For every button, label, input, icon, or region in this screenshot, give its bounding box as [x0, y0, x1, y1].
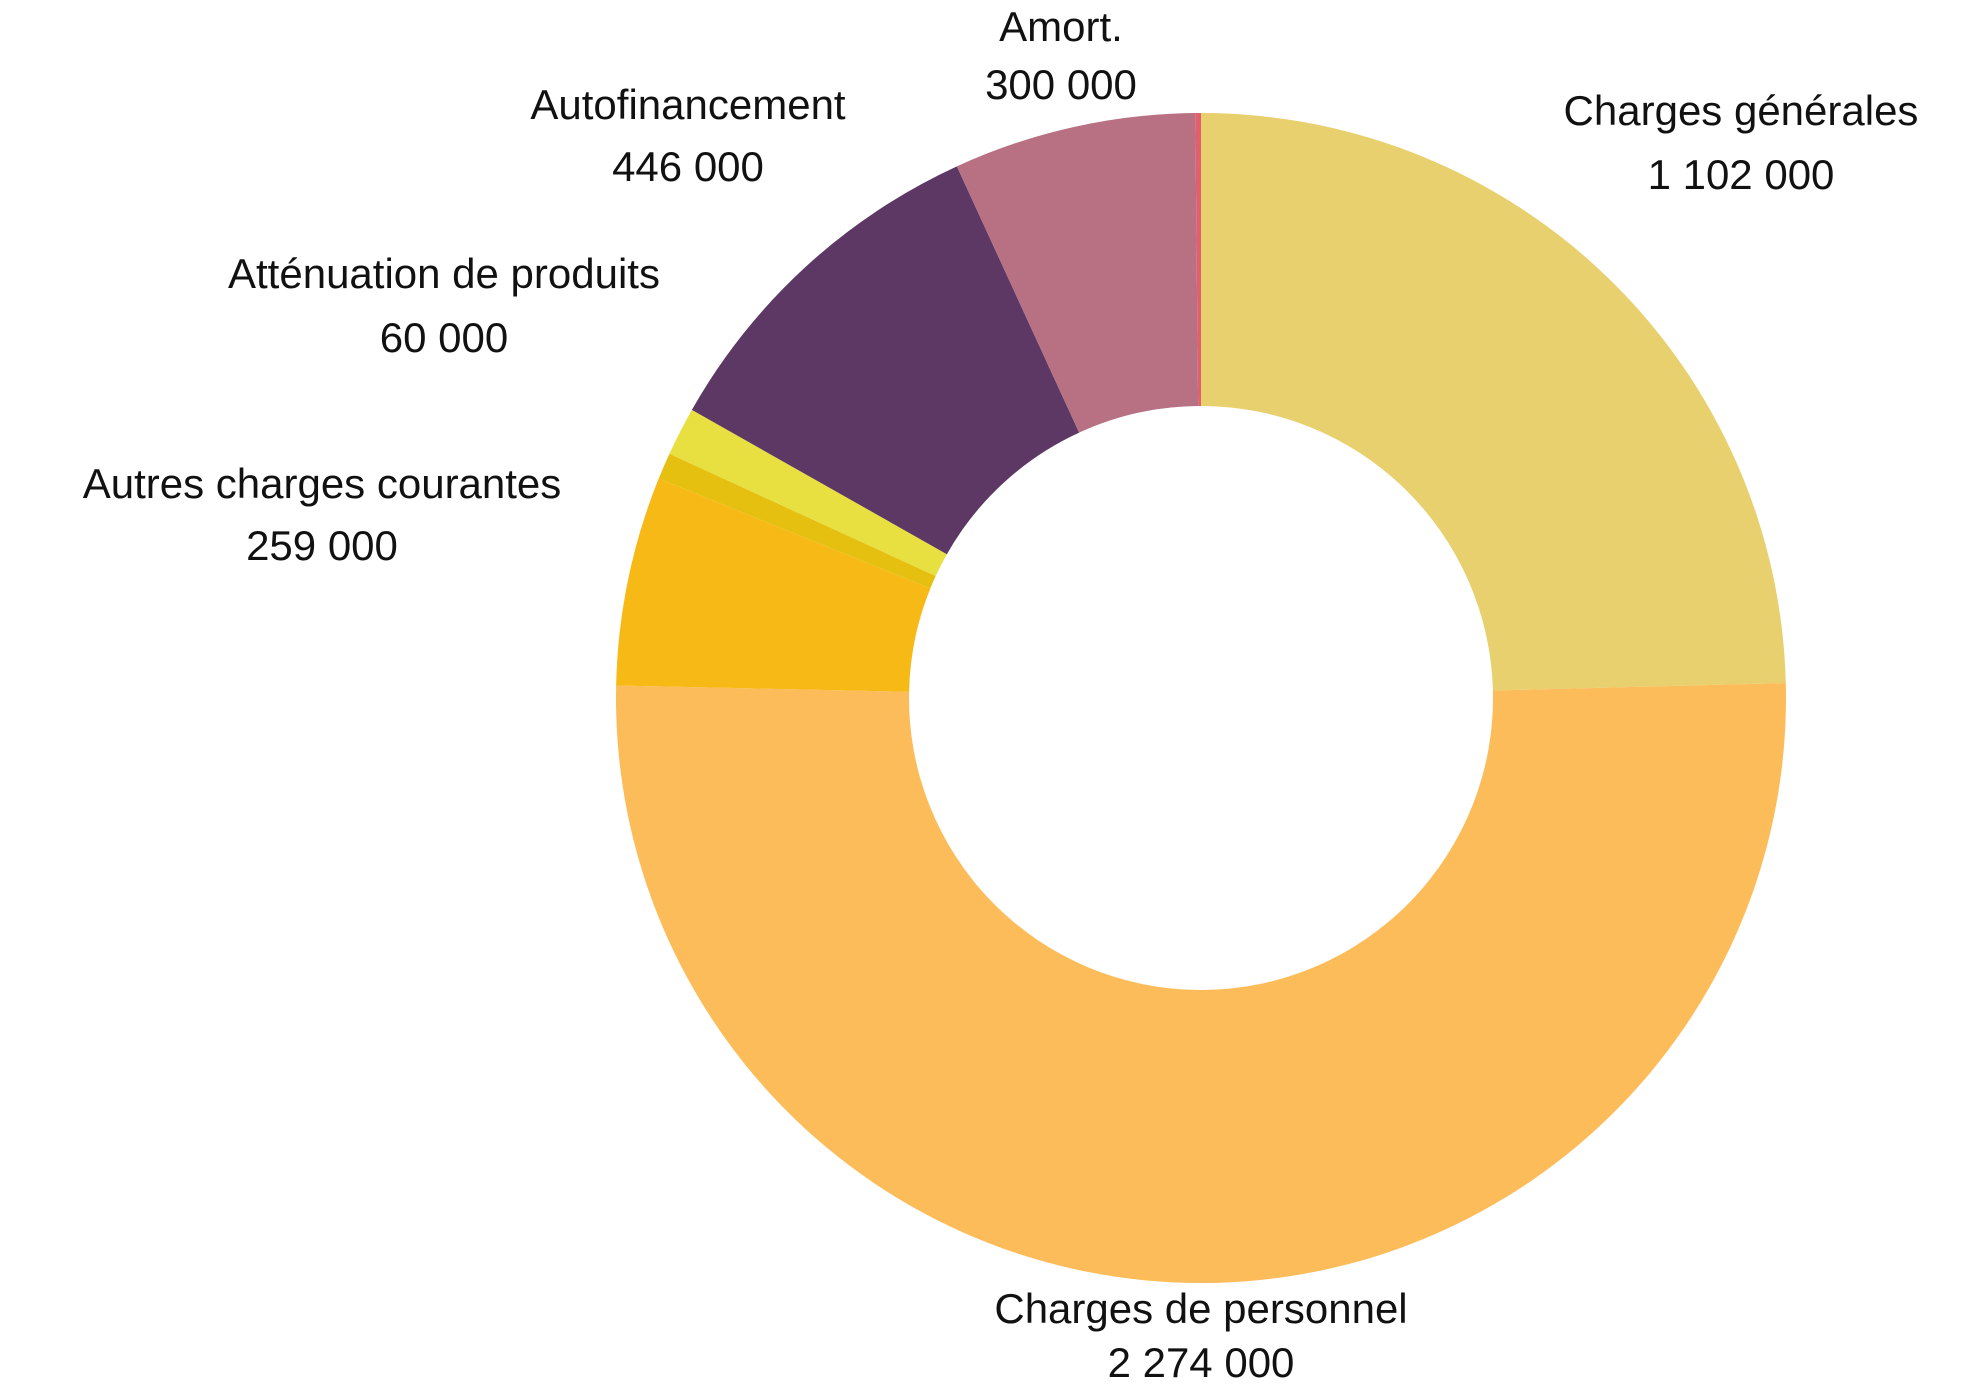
donut-segment: [1201, 113, 1786, 691]
donut-segment: [956, 113, 1199, 433]
segment-value: 300 000: [985, 61, 1137, 108]
segment-value: 446 000: [612, 143, 764, 190]
donut-segment: [616, 683, 1786, 1283]
donut-segment: [691, 166, 1080, 555]
segment-label: Autres charges courantes: [83, 460, 562, 507]
segment-value: 2 274 000: [1108, 1339, 1295, 1386]
segment-value: 259 000: [246, 522, 398, 569]
segment-label: Charges générales: [1564, 87, 1919, 134]
donut-segment: [658, 453, 936, 589]
donut-segment: [616, 478, 931, 692]
segment-label: Charges de personnel: [994, 1285, 1407, 1332]
segment-label: Atténuation de produits: [228, 250, 660, 297]
segment-label: Amort.: [999, 3, 1123, 50]
segment-value: 60 000: [380, 314, 508, 361]
donut-segment: [669, 409, 947, 577]
segment-value: 1 102 000: [1648, 151, 1835, 198]
donut-segment: [1195, 113, 1201, 407]
segment-label: Autofinancement: [530, 81, 846, 128]
